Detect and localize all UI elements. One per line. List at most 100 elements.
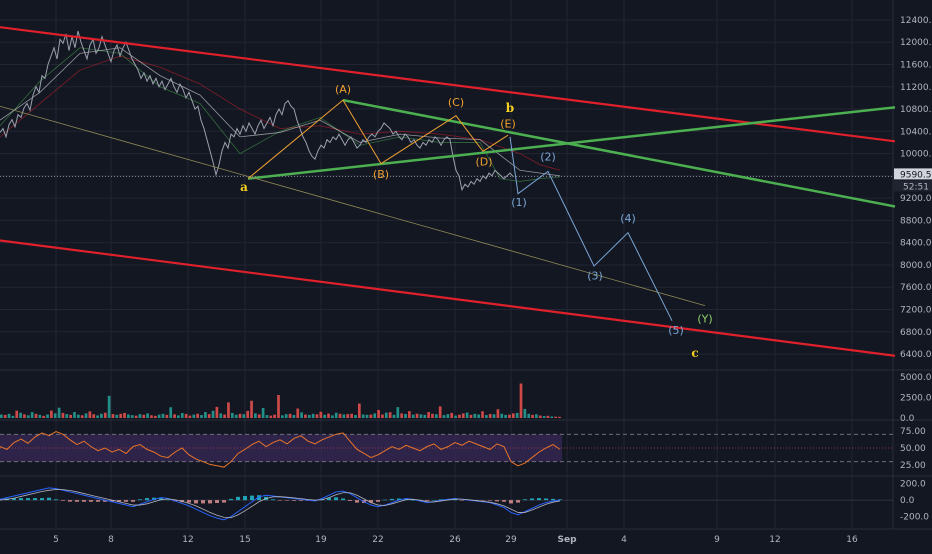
volume-bar (196, 413, 200, 418)
thin-diagonal-line[interactable] (0, 105, 706, 307)
volume-bar (461, 413, 465, 418)
volume-bar (542, 416, 546, 418)
macd-histogram-bar (103, 500, 107, 502)
volume-bar (411, 414, 415, 418)
green-triangle-top-line[interactable] (342, 98, 896, 208)
macd-histogram-bar (383, 499, 387, 501)
macd-histogram-bar (460, 500, 464, 501)
volume-bar (558, 416, 561, 418)
macd-histogram-bar (544, 498, 548, 501)
volume-bar (354, 415, 357, 418)
wave-label: (4) (620, 212, 636, 225)
orange-wave-path[interactable] (247, 99, 509, 180)
volume-bar (361, 414, 365, 418)
time-axis[interactable]: 5 8 12 15 19 22 26 29 Sep 4 9 12 16 (53, 535, 858, 545)
rsi-line[interactable] (0, 431, 561, 468)
macd-histogram-bar (117, 500, 121, 502)
macd-histogram-bar (222, 500, 226, 503)
macd-histogram-bar (453, 499, 457, 501)
volume-bar (96, 415, 99, 418)
volume-bar (269, 415, 273, 418)
price-tick-label: 7200.0 (900, 306, 932, 316)
green-triangle-base-line[interactable] (247, 106, 896, 180)
volume-bar (284, 414, 288, 418)
current-price-value: 9590.5 (900, 170, 932, 180)
volume-bar (423, 414, 427, 418)
volume-bar (538, 415, 542, 418)
macd-histogram-bar (509, 500, 513, 504)
volume-bar (230, 412, 234, 418)
volume-bar (331, 415, 334, 418)
volume-bar (88, 411, 92, 418)
volume-bar (46, 414, 49, 418)
macd-histogram-bar (194, 500, 198, 504)
volume-pane[interactable] (0, 383, 561, 419)
volume-bar (161, 413, 165, 418)
volume-bar (42, 415, 46, 418)
volume-bar (323, 414, 327, 418)
upper-red-channel-line[interactable] (0, 26, 896, 143)
volume-bar (3, 414, 7, 418)
volume-bar (292, 415, 296, 418)
volume-bar (15, 410, 19, 418)
volume-bar (0, 414, 3, 418)
macd-pane[interactable] (0, 487, 893, 521)
volume-bar (508, 414, 511, 418)
volume-bar (103, 412, 107, 418)
volume-bar (211, 410, 215, 418)
price-series-line[interactable] (0, 30, 514, 192)
countdown-tag (894, 180, 932, 192)
macd-histogram-bar (537, 498, 541, 501)
volume-bar (481, 411, 484, 418)
macd-histogram-bar (341, 498, 345, 501)
macd-signal-line[interactable] (0, 489, 561, 519)
price-axis[interactable]: 12400.0 12000.0 11600.0 11200.0 10800.0 10400… (894, 16, 932, 523)
price-tick-label: 12400.0 (900, 16, 932, 26)
price-pane[interactable]: (A) (B) (C) (D) (E) (1) (2) (3) (4) (5) (Y) a b c (0, 26, 896, 360)
volume-bar (173, 414, 176, 418)
wave-label: (5) (668, 324, 684, 337)
wave-label: (1) (511, 196, 527, 209)
macd-tick-label: -200.0 (900, 513, 929, 523)
macd-histogram-bar (271, 499, 275, 501)
macd-histogram-bar (229, 498, 233, 501)
volume-bar (400, 413, 404, 418)
volume-tick-label: 5000.0 (900, 373, 932, 383)
volume-bar (123, 412, 126, 418)
volume-bar (115, 414, 119, 418)
macd-histogram-bar (425, 500, 429, 501)
macd-histogram-bar (411, 500, 415, 501)
rsi-tick-label: 25.00 (900, 461, 926, 471)
macd-histogram-bar (327, 497, 331, 501)
moving-average-line (0, 47, 561, 182)
time-tick-label: 12 (769, 535, 780, 545)
volume-bar (111, 414, 115, 418)
macd-histogram-bar (159, 498, 163, 501)
volume-bar (304, 414, 307, 418)
blue-wave-path[interactable] (509, 136, 673, 321)
volume-bar (277, 395, 280, 418)
price-tick-label: 6400.0 (900, 350, 932, 360)
volume-bar (200, 415, 203, 418)
price-tick-label: 10400.0 (900, 127, 932, 137)
volume-bar (427, 412, 430, 418)
volume-bar (23, 414, 26, 418)
rsi-pane[interactable] (0, 431, 893, 468)
corner-label-a: a (240, 180, 248, 194)
macd-histogram-bar (285, 500, 289, 501)
volume-bar (373, 413, 377, 418)
volume-bar (554, 416, 557, 418)
volume-bar (265, 415, 269, 418)
macd-histogram-bar (89, 500, 93, 502)
volume-bar (254, 413, 257, 418)
volume-bar (307, 414, 311, 418)
rsi-tick-label: 50.00 (900, 444, 926, 454)
macd-histogram-bar (138, 499, 142, 501)
volume-bar (242, 414, 246, 418)
macd-histogram-bar (558, 499, 562, 501)
price-tick-label: 11200.0 (900, 83, 932, 93)
lower-red-channel-line[interactable] (0, 239, 896, 357)
volume-bar (38, 414, 42, 418)
